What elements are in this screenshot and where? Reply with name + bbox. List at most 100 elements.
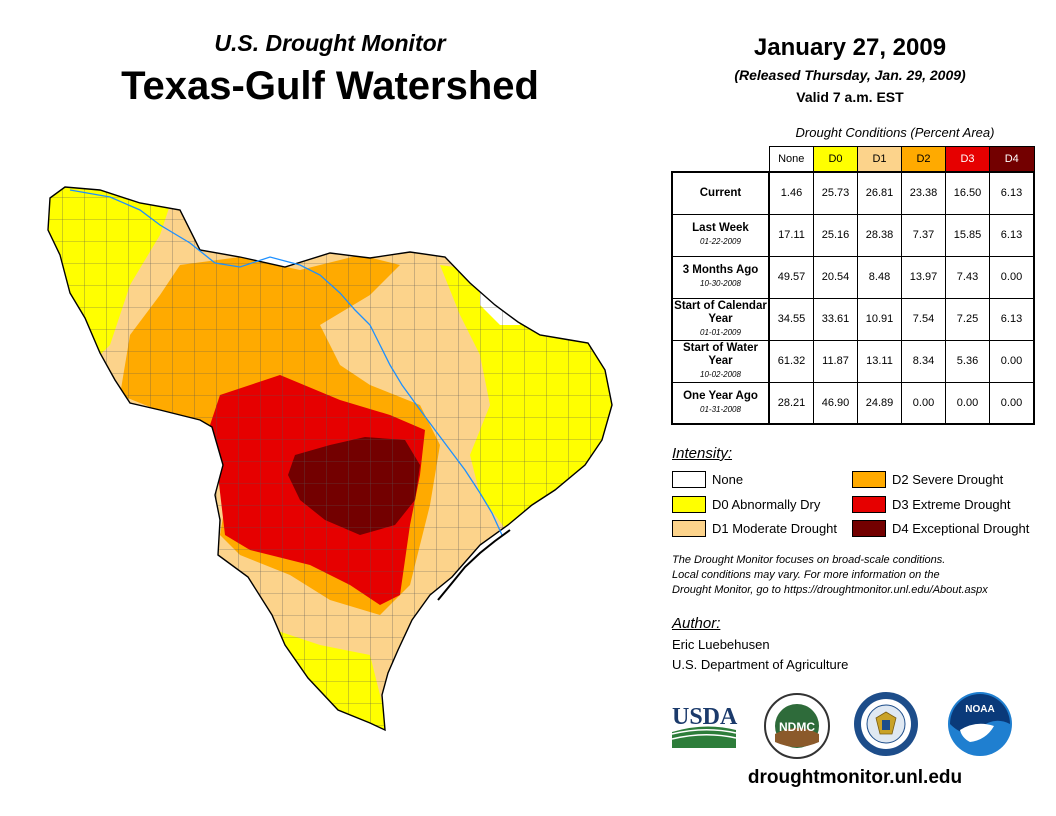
author-org: U.S. Department of Agriculture xyxy=(672,657,849,672)
watershed-boundary xyxy=(47,186,613,732)
valid-time: Valid 7 a.m. EST xyxy=(796,89,904,105)
cell: 25.73 xyxy=(813,171,858,215)
legend-item-d0: D0 Abnormally Dry xyxy=(672,496,820,513)
legend-swatch xyxy=(852,471,886,488)
legend-label: D1 Moderate Drought xyxy=(712,521,838,536)
row-label: 3 Months Ago 10-30-2008 xyxy=(671,255,770,299)
table-caption: Drought Conditions (Percent Area) xyxy=(795,125,995,140)
cell: 10.91 xyxy=(857,297,902,341)
cell: 49.57 xyxy=(768,255,814,299)
ndmc-logo-text: NDMC xyxy=(779,720,815,734)
map-title: Texas-Gulf Watershed xyxy=(121,64,539,108)
cell: 61.32 xyxy=(768,339,814,383)
coastline xyxy=(437,529,511,601)
cell: 33.61 xyxy=(813,297,858,341)
cell: 7.37 xyxy=(901,213,946,257)
cell: 26.81 xyxy=(857,171,902,215)
cell: 15.85 xyxy=(945,213,990,257)
cell: 0.00 xyxy=(901,381,946,425)
cell: 20.54 xyxy=(813,255,858,299)
cell: 8.48 xyxy=(857,255,902,299)
row-label: Current xyxy=(671,171,770,215)
cell: 1.46 xyxy=(768,171,814,215)
noaa-logo-text: NOAA xyxy=(965,704,994,715)
legend-item-d3: D3 Extreme Drought xyxy=(852,496,1011,513)
drought-table: None D0 D1 D2 D3 D4 Current 1.46 25.73 2… xyxy=(671,146,1035,425)
cell: 16.50 xyxy=(945,171,990,215)
cell: 0.00 xyxy=(945,381,990,425)
legend-item-d2: D2 Severe Drought xyxy=(852,471,1003,488)
county-grid xyxy=(48,187,612,730)
author-name: Eric Luebehusen xyxy=(672,637,770,652)
cell: 28.38 xyxy=(857,213,902,257)
row-date: 10-02-2008 xyxy=(700,369,741,379)
legend-label: None xyxy=(712,472,744,487)
cell: 5.36 xyxy=(945,339,990,383)
cell: 0.00 xyxy=(989,381,1035,425)
legend-title: Intensity: xyxy=(672,445,733,462)
cell: 11.87 xyxy=(813,339,858,383)
legend-swatch xyxy=(672,496,706,513)
row-date: 10-30-2008 xyxy=(700,279,741,288)
cell: 13.11 xyxy=(857,339,902,383)
legend-swatch xyxy=(672,471,706,488)
table-row: Start of Calendar Year 01-01-2009 34.55 3… xyxy=(671,297,1035,341)
row-label: Start of Water Year 10-02-2008 xyxy=(671,339,770,383)
cell: 7.25 xyxy=(945,297,990,341)
cell: 13.97 xyxy=(901,255,946,299)
author-label: Author: xyxy=(672,615,721,632)
legend-swatch xyxy=(672,520,706,537)
row-date: 01-31-2008 xyxy=(700,404,741,414)
legend-item-none: None xyxy=(672,471,743,488)
table-row: Start of Water Year 10-02-2008 61.32 11.8… xyxy=(671,339,1035,383)
cell: 17.11 xyxy=(768,213,814,257)
table-corner xyxy=(672,146,769,173)
cell: 6.13 xyxy=(989,171,1035,215)
col-header-d1: D1 xyxy=(857,146,902,173)
noaa-logo: NOAA xyxy=(948,692,1012,756)
col-header-d2: D2 xyxy=(901,146,946,173)
cell: 23.38 xyxy=(901,171,946,215)
valid-date: January 27, 2009 xyxy=(753,34,947,61)
site-url[interactable]: droughtmonitor.unl.edu xyxy=(747,767,963,788)
ndmc-logo: NDMC xyxy=(764,693,830,759)
row-date: 01-22-2009 xyxy=(700,237,741,246)
legend-label: D4 Exceptional Drought xyxy=(892,521,1030,536)
legend-item-d1: D1 Moderate Drought xyxy=(672,520,837,537)
drought-map xyxy=(47,186,613,732)
disclaimer-note: The Drought Monitor focuses on broad-sca… xyxy=(672,553,1052,598)
row-label: One Year Ago 01-31-2008 xyxy=(671,381,770,425)
cell: 25.16 xyxy=(813,213,858,257)
release-date: (Released Thursday, Jan. 29, 2009) xyxy=(734,67,966,83)
legend-label: D2 Severe Drought xyxy=(892,472,1004,487)
note-line: The Drought Monitor focuses on broad-sca… xyxy=(672,554,946,566)
table-row: One Year Ago 01-31-2008 28.21 46.90 24.89… xyxy=(671,381,1035,425)
col-header-none: None xyxy=(768,146,814,173)
col-header-d0: D0 xyxy=(813,146,858,173)
usda-logo: USDA xyxy=(671,704,738,748)
legend-label: D3 Extreme Drought xyxy=(892,497,1011,512)
col-header-d3: D3 xyxy=(945,146,990,173)
cell: 7.43 xyxy=(945,255,990,299)
table-row: 3 Months Ago 10-30-2008 49.57 20.54 8.48 … xyxy=(671,255,1035,299)
col-header-d4: D4 xyxy=(989,146,1035,173)
cell: 0.00 xyxy=(989,339,1035,383)
usda-logo-text: USDA xyxy=(672,704,738,730)
cell: 34.55 xyxy=(768,297,814,341)
legend-swatch xyxy=(852,520,886,537)
row-label: Start of Calendar Year 01-01-2009 xyxy=(671,297,770,341)
row-label: Last Week 01-22-2009 xyxy=(671,213,770,257)
commerce-seal xyxy=(854,692,918,756)
legend-item-d4: D4 Exceptional Drought xyxy=(852,520,1029,537)
map-supertitle: U.S. Drought Monitor xyxy=(214,30,446,56)
cell: 8.34 xyxy=(901,339,946,383)
note-line: Drought Monitor, go to https://droughtmo… xyxy=(672,584,988,596)
cell: 6.13 xyxy=(989,297,1035,341)
legend-label: D0 Abnormally Dry xyxy=(712,497,821,512)
table-row: Last Week 01-22-2009 17.11 25.16 28.38 7.… xyxy=(671,213,1035,257)
cell: 24.89 xyxy=(857,381,902,425)
legend-swatch xyxy=(852,496,886,513)
cell: 28.21 xyxy=(768,381,814,425)
row-date: 01-01-2009 xyxy=(700,327,741,337)
river-line xyxy=(69,189,503,536)
